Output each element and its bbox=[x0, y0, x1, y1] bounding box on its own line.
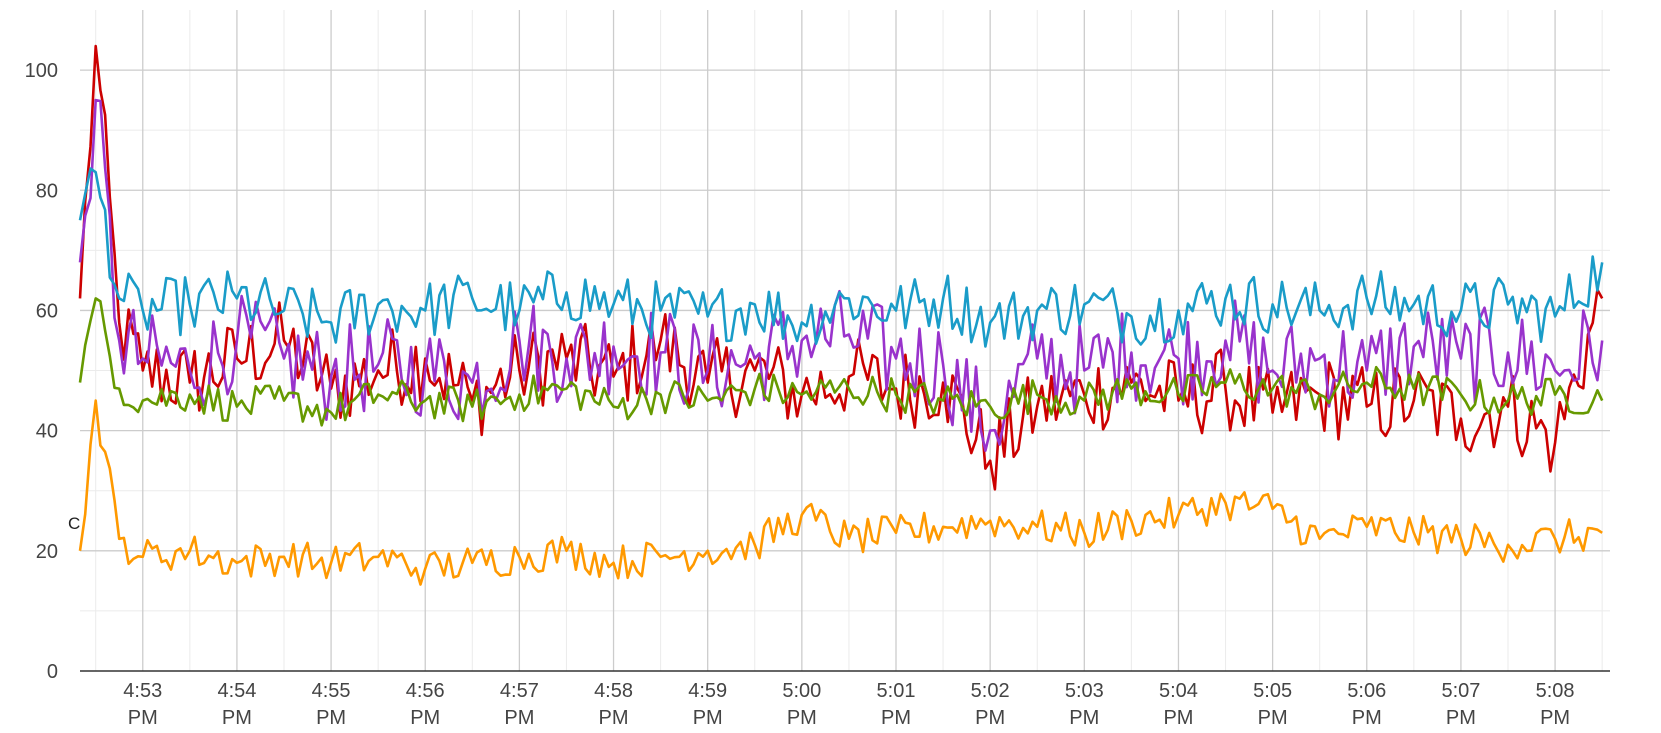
x-tick-label: 5:08 PM bbox=[1536, 680, 1575, 729]
series-line-4 bbox=[78, 399, 1603, 586]
y-tick-label: 100 bbox=[25, 60, 58, 82]
x-tick-label: 5:02 PM bbox=[971, 680, 1010, 729]
y-tick-label: 60 bbox=[36, 300, 58, 322]
x-tick-label: 4:56 PM bbox=[406, 680, 445, 729]
series-line-0 bbox=[78, 44, 1604, 491]
x-tick-label: 4:58 PM bbox=[594, 680, 633, 729]
labels: 0 20 40 60 80 100 4:53 PM 4:54 PM 4:55 PM 4:56 PM 4:57… bbox=[25, 60, 1575, 729]
series-line-2 bbox=[78, 167, 1604, 348]
x-tick-label: 5:04 PM bbox=[1159, 680, 1198, 729]
annotation-label: C bbox=[68, 514, 80, 533]
x-tick-label: 4:59 PM bbox=[688, 680, 727, 729]
x-tick-label: 5:06 PM bbox=[1347, 680, 1386, 729]
series-group bbox=[78, 44, 1604, 586]
y-tick-label: 20 bbox=[36, 541, 58, 563]
y-tick-label: 80 bbox=[36, 180, 58, 202]
series-line-1 bbox=[78, 98, 1604, 452]
x-tick-label: 5:03 PM bbox=[1065, 680, 1104, 729]
series-line-3 bbox=[78, 297, 1604, 427]
y-tick-label: 40 bbox=[36, 421, 58, 443]
x-tick-label: 4:54 PM bbox=[217, 680, 256, 729]
y-tick-label: 0 bbox=[47, 661, 58, 683]
x-tick-label: 4:53 PM bbox=[123, 680, 162, 729]
x-tick-label: 5:00 PM bbox=[782, 680, 821, 729]
x-tick-label: 5:05 PM bbox=[1253, 680, 1292, 729]
x-tick-label: 5:07 PM bbox=[1441, 680, 1480, 729]
x-tick-label: 5:01 PM bbox=[877, 680, 916, 729]
x-tick-label: 4:57 PM bbox=[500, 680, 539, 729]
x-tick-label: 4:55 PM bbox=[312, 680, 351, 729]
